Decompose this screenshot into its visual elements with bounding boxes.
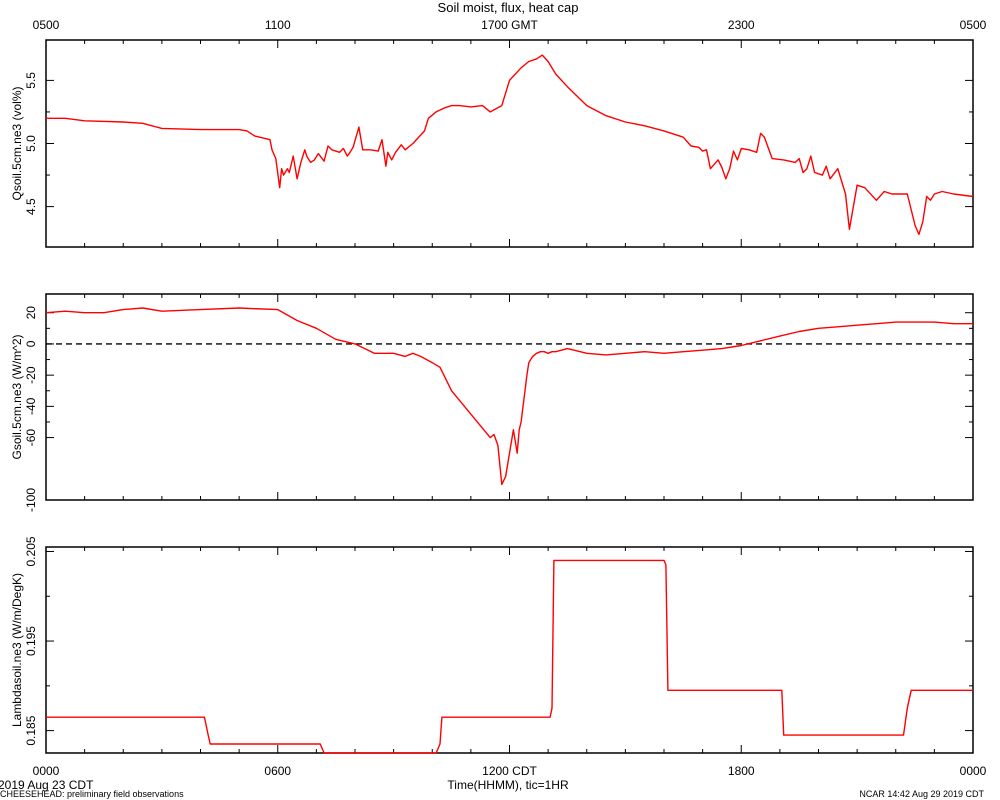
series-line-3	[46, 559, 973, 754]
date-label: 2019 Aug 23 CDT	[0, 778, 94, 792]
y-tick-label: 0	[24, 340, 38, 347]
y-tick-label: 5.0	[24, 135, 38, 152]
chart-title: Soil moist, flux, heat cap	[438, 0, 579, 15]
y-tick-label: 0.185	[24, 715, 38, 745]
y-axis-label: Qsoil.5cm.ne3 (vol%)	[10, 86, 24, 200]
x-bottom-tick-label: 1800	[728, 764, 755, 778]
y-axis-label: Lambdasoil.ne3 (W/m/DegK)	[10, 573, 24, 727]
series-line-2	[45, 307, 973, 486]
x-axis-label: Time(HHMM), tic=1HR	[447, 778, 569, 792]
x-top-tick-label: 1100	[265, 18, 291, 32]
x-bottom-tick-label: 0600	[264, 764, 291, 778]
y-tick-label: -100	[24, 488, 38, 512]
y-tick-label: 0.195	[24, 626, 38, 656]
plot-frame	[45, 293, 974, 501]
y-axis-label: Gsoil.5cm.ne3 (W/m^2)	[10, 335, 24, 460]
chart-panel-2: 20 0 -20 -40 -60 -100 Gsoil.5cm.ne3 (W/m^2)	[10, 293, 974, 512]
y-tick-label: -60	[24, 429, 38, 447]
plot-frame	[45, 546, 974, 754]
y-tick-label: 20	[24, 306, 38, 320]
x-top-tick-label: 0500	[33, 18, 60, 32]
series-line-1	[46, 54, 974, 236]
y-tick-label: 0.205	[24, 536, 38, 566]
plot-frame	[45, 39, 974, 248]
y-tick-label: -40	[24, 397, 38, 415]
x-bottom-tick-label: 1200 CDT	[482, 764, 537, 778]
x-bottom-tick-label: 0000	[960, 764, 987, 778]
y-tick-label: -20	[24, 366, 38, 384]
x-top-tick-label: 0500	[960, 18, 987, 32]
footer-left-note: CHEESEHEAD: preliminary field observatio…	[0, 789, 184, 799]
x-top-tick-label: 2300	[728, 18, 755, 32]
x-bottom-tick-label: 0000	[33, 764, 60, 778]
footer-right-note: NCAR 14:42 Aug 29 2019 CDT	[859, 789, 984, 799]
y-tick-label: 5.5	[24, 72, 38, 89]
y-tick-label: 4.5	[24, 198, 38, 215]
x-top-tick-label: 1700 GMT	[481, 18, 538, 32]
